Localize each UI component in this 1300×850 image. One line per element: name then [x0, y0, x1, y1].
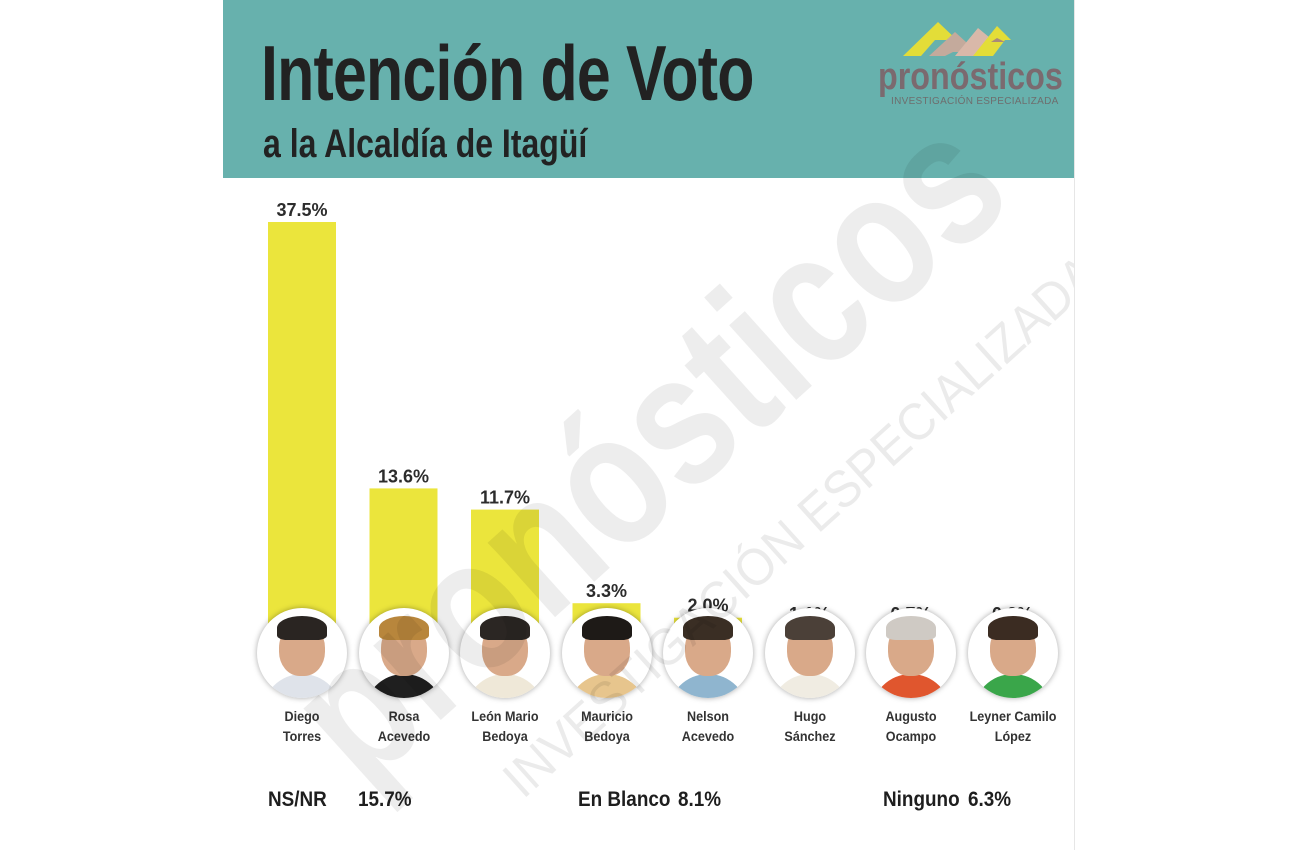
- candidate-photo-4: [663, 608, 753, 698]
- logo-wordmark: pronósticos: [878, 56, 1063, 98]
- candidate-name-6: Augusto Ocampo: [885, 708, 937, 744]
- infographic-card: Intención de Voto a la Alcaldía de Itagü…: [223, 0, 1075, 850]
- shirt-shape: [769, 674, 850, 698]
- shirt-shape: [262, 674, 342, 698]
- value-label-1: 13.6%: [378, 466, 429, 486]
- candidate-photo-7: [967, 608, 1058, 698]
- candidate-photo-6: [866, 608, 956, 698]
- chart-subtitle: a la Alcaldía de Itagüí: [263, 122, 588, 166]
- shirt-shape: [668, 674, 748, 698]
- candidate-name-3: Mauricio Bedoya: [580, 708, 633, 744]
- shirt-shape: [566, 674, 647, 698]
- candidate-name-2: León Mario Bedoya: [471, 708, 539, 744]
- chart-title: Intención de Voto: [261, 29, 754, 117]
- hair-shape: [683, 616, 733, 640]
- nsnr-value: 15.7%: [358, 788, 412, 811]
- hair-shape: [480, 616, 530, 640]
- candidate-photo-0: [257, 608, 347, 698]
- shirt-shape: [465, 674, 545, 698]
- value-label-3: 3.3%: [586, 581, 627, 601]
- en-blanco-value: 8.1%: [678, 788, 722, 811]
- logo-tagline: INVESTIGACIÓN ESPECIALIZADA: [891, 96, 1059, 107]
- bar-0: [268, 222, 336, 640]
- candidate-name-0: Diego Torres: [282, 708, 322, 744]
- candidate-photo-2: [460, 608, 550, 698]
- candidate-name-4: Nelson Acevedo: [681, 708, 735, 744]
- shirt-shape: [972, 674, 1053, 698]
- shirt-shape: [871, 674, 951, 698]
- candidate-photo-3: [561, 608, 652, 698]
- pronosticos-logo-icon: [903, 22, 1011, 56]
- hair-shape: [581, 616, 632, 640]
- value-label-2: 11.7%: [480, 488, 530, 508]
- candidate-name-7: Leyner Camilo López: [969, 708, 1056, 744]
- value-label-0: 37.5%: [276, 200, 327, 220]
- ninguno-value: 6.3%: [968, 788, 1012, 811]
- ninguno-label: Ninguno: [883, 788, 960, 811]
- en-blanco-label: En Blanco: [578, 788, 671, 811]
- candidate-name-5: Hugo Sánchez: [783, 708, 836, 744]
- hair-shape: [277, 616, 327, 640]
- candidate-photo-1: [358, 608, 449, 698]
- header-banner: Intención de Voto a la Alcaldía de Itagü…: [223, 0, 1074, 178]
- hair-shape: [378, 616, 429, 640]
- hair-shape: [987, 616, 1038, 640]
- candidate-name-1: Rosa Acevedo: [377, 708, 430, 744]
- hair-shape: [886, 616, 936, 640]
- nsnr-label: NS/NR: [268, 788, 327, 811]
- candidate-photo-5: [764, 608, 855, 698]
- shirt-shape: [363, 674, 444, 698]
- hair-shape: [784, 616, 835, 640]
